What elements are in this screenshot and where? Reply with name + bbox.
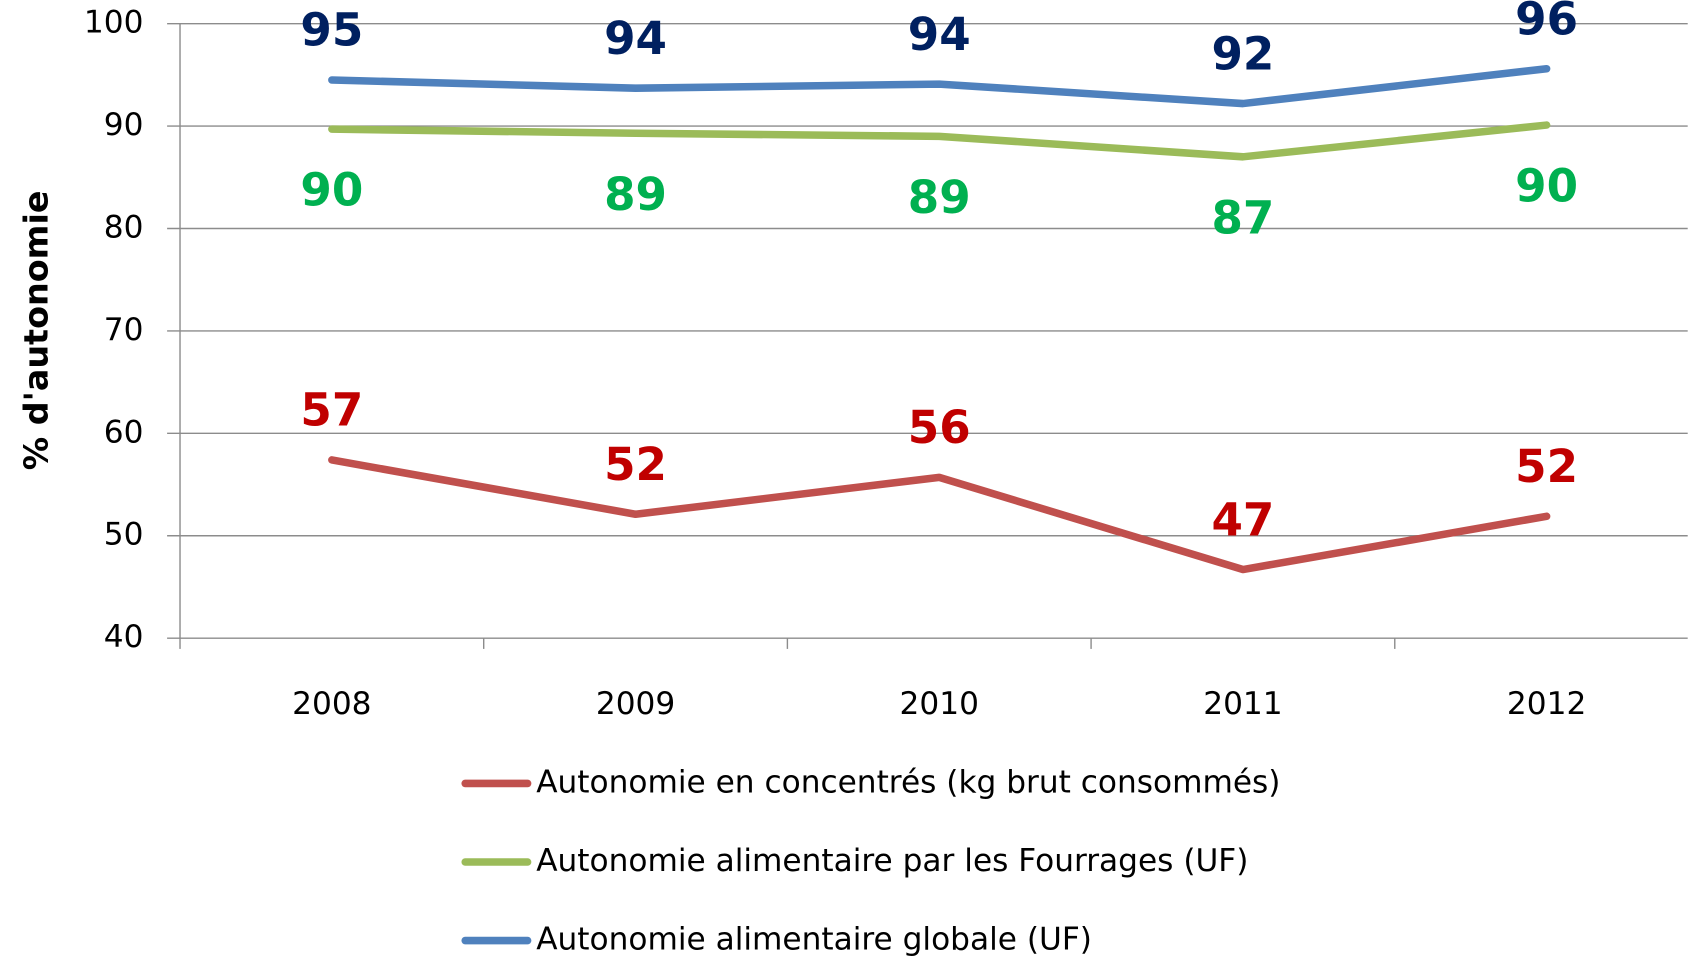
y-tick-label: 80 (104, 210, 144, 246)
data-label: 95 (300, 4, 363, 57)
x-tick-label: 2008 (292, 686, 371, 722)
legend-label: Autonomie en concentrés (kg brut consomm… (536, 764, 1280, 800)
data-label: 94 (604, 12, 667, 65)
data-label: 57 (300, 384, 363, 437)
y-axis-label: % d'autonomie (16, 191, 55, 471)
x-tick-label: 2011 (1203, 686, 1282, 722)
series-line (328, 456, 1551, 574)
data-label: 89 (604, 168, 667, 221)
data-label: 90 (1515, 160, 1578, 213)
x-tick-label: 2009 (596, 686, 675, 722)
series-line (328, 64, 1551, 108)
data-label: 89 (908, 171, 971, 224)
data-label: 52 (604, 438, 667, 491)
data-label: 87 (1211, 191, 1274, 244)
data-label: 56 (908, 401, 971, 454)
data-label: 47 (1211, 493, 1274, 546)
data-label: 52 (1515, 440, 1578, 493)
legend-label: Autonomie alimentaire par les Fourrages … (536, 843, 1248, 879)
y-tick-label: 70 (104, 312, 144, 348)
data-label: 96 (1515, 0, 1578, 45)
data-label: 94 (908, 8, 971, 61)
y-tick-label: 40 (104, 619, 144, 655)
y-tick-label: 90 (104, 107, 144, 143)
data-label: 92 (1211, 27, 1274, 80)
series-line (328, 121, 1551, 161)
x-tick-label: 2010 (900, 686, 979, 722)
y-tick-label: 100 (84, 5, 144, 41)
y-tick-label: 50 (104, 517, 144, 553)
data-label: 90 (300, 164, 363, 217)
y-tick-label: 60 (104, 414, 144, 450)
x-tick-label: 2012 (1507, 686, 1586, 722)
legend-label: Autonomie alimentaire globale (UF) (536, 922, 1092, 958)
